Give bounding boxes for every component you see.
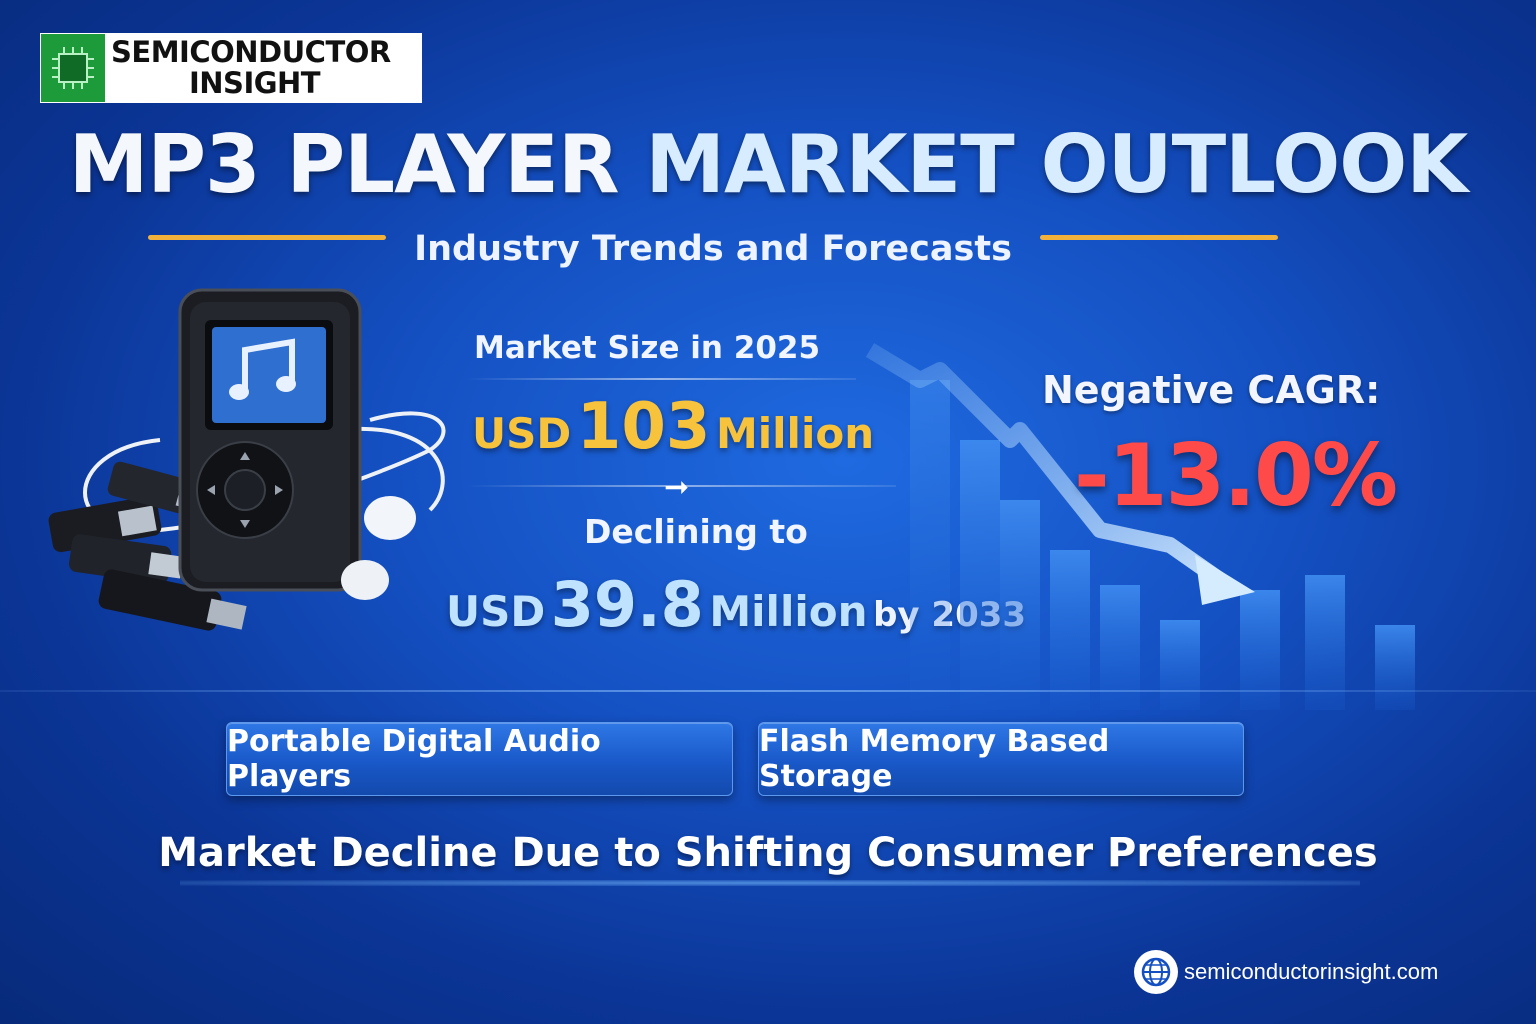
globe-icon [1134,950,1178,994]
cagr-value: -13.0% [1074,426,1398,526]
page-subtitle: Industry Trends and Forecasts [414,229,1012,269]
decl-number: 39.8 [550,568,704,641]
divider [466,378,856,380]
market-size-label: Market Size in 2025 [474,330,821,366]
website-link[interactable]: semiconductorinsight.com [1184,959,1439,984]
title-part1: MP3 PLAYER [68,118,620,211]
mp3-player-illustration [48,288,446,631]
declining-label: Declining to [584,512,808,551]
declining-bar-graphic [865,343,1415,710]
market-size-value: USD 103 Million [472,390,874,464]
subtitle-row: Industry Trends and Forecasts [148,212,1279,269]
brand-line2: INSIGHT [189,66,321,100]
divider-left [148,234,387,240]
title-part2: MARKET OUTLOOK [645,118,1468,211]
tag-portable-players: Portable Digital Audio Players [226,722,733,796]
decl-unit: USD [446,587,546,636]
divider [466,485,896,487]
section-divider [0,690,1536,692]
size-number: 103 [576,390,711,464]
music-note-icon [229,338,296,400]
brand-logo: SEMICONDUCTOR INSIGHT [40,33,422,103]
chip-icon [41,34,105,102]
website-footer[interactable]: semiconductorinsight.com [1134,950,1438,994]
divider-right [1039,234,1279,240]
brand-name: SEMICONDUCTOR INSIGHT [111,37,391,99]
glow-underline [180,880,1360,886]
conclusion-text: Market Decline Due to Shifting Consumer … [158,830,1378,876]
size-suffix: Million [715,409,875,458]
page-title: MP3 PLAYER MARKET OUTLOOK [0,118,1536,211]
market-stats: Market Size in 2025 USD 103 Million ➞ De… [440,320,1040,641]
cagr-label: Negative CAGR: [1042,368,1381,412]
tag-flash-storage: Flash Memory Based Storage [758,722,1244,796]
size-unit: USD [472,409,572,458]
arrow-right-icon: ➞ [664,471,690,504]
decl-suffix: Million [709,587,868,636]
brand-line1: SEMICONDUCTOR [111,35,391,69]
